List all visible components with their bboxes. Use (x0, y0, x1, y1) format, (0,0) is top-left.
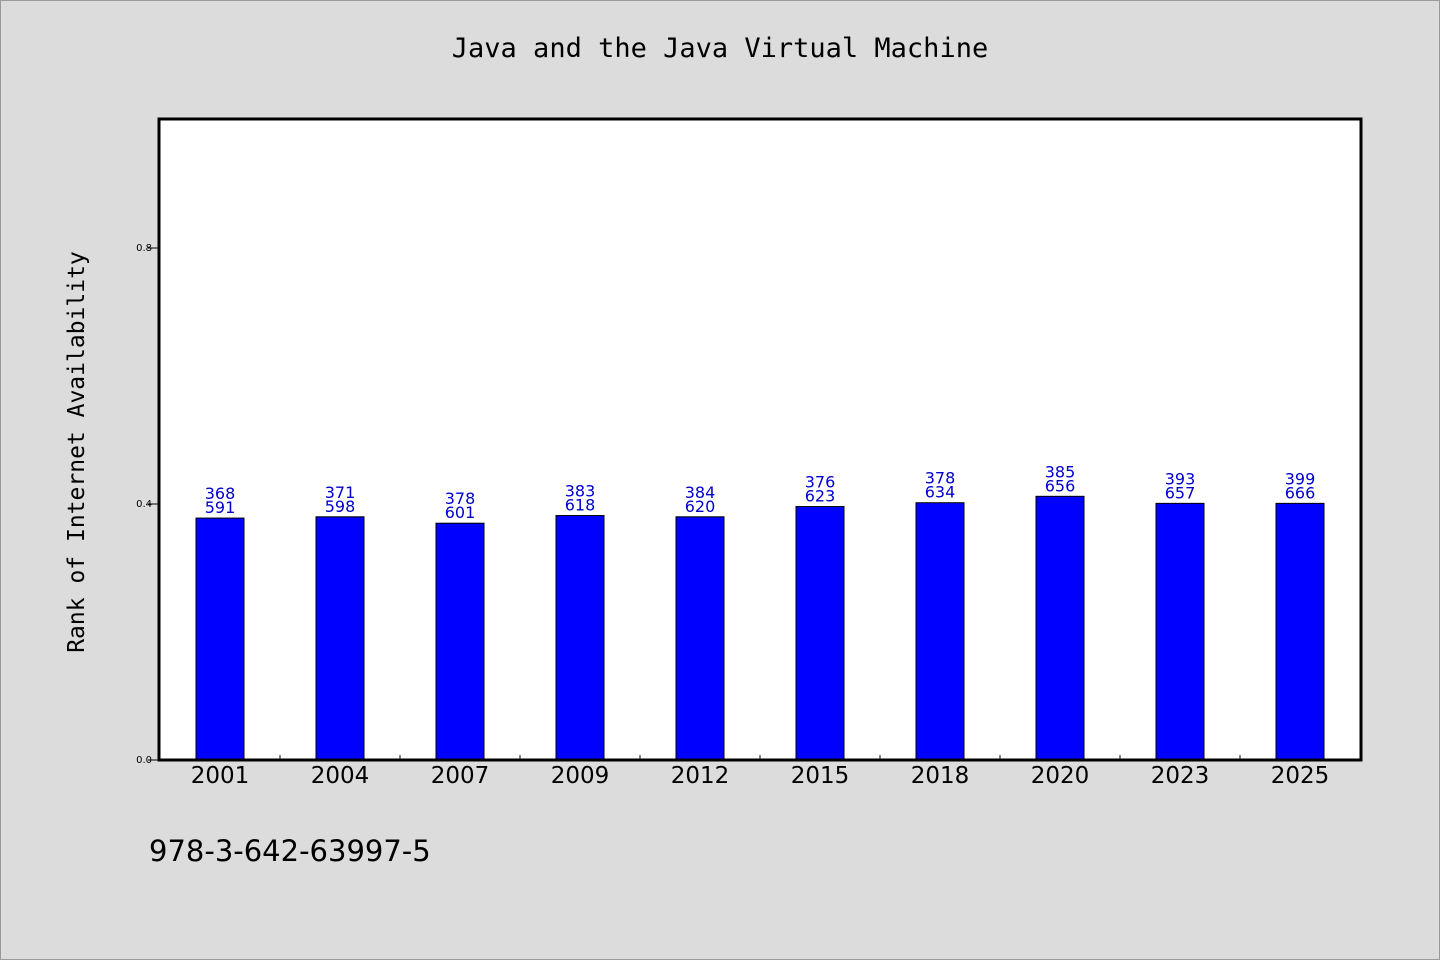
bar-data-label-lower: 620 (685, 497, 716, 516)
bar-data-label-lower: 601 (445, 503, 476, 522)
y-axis-ticks: 0.0 0.4 0.8 (136, 243, 160, 766)
y-tick-label: 0.8 (136, 243, 152, 254)
bar-data-label-lower: 656 (1045, 476, 1076, 495)
bar (195, 517, 245, 761)
plot-border (157, 117, 1363, 762)
bar-data-label-lower: 618 (565, 496, 596, 515)
y-tick-label: 0.4 (136, 499, 152, 510)
x-tick-label: 2004 (311, 763, 370, 789)
x-tick-label: 2001 (191, 763, 250, 789)
chart-title: Java and the Java Virtual Machine (451, 33, 989, 64)
bar-data-label-upper: 378 (925, 469, 956, 488)
bar (915, 502, 965, 761)
x-tick-label: 2023 (1151, 763, 1210, 789)
bar (555, 515, 605, 761)
bar-data-label-upper: 378 (445, 489, 476, 508)
x-tick-label: 2025 (1271, 763, 1330, 789)
x-axis-ticks: 2001 2004 2007 2009 2012 2015 2018 2020 2023 2025 (191, 755, 1330, 789)
bar-data-label-upper: 383 (565, 482, 596, 501)
bar (315, 516, 365, 761)
bar-data-label-upper: 385 (1045, 462, 1076, 481)
bar (1035, 495, 1085, 761)
bar (795, 506, 845, 761)
bar-data-label-lower: 623 (805, 487, 836, 506)
bar-data-label-upper: 393 (1165, 469, 1196, 488)
bar-data-label-upper: 384 (685, 483, 716, 502)
bar-data-label-lower: 598 (325, 497, 356, 516)
bar (1275, 502, 1325, 761)
bar-data-label-lower: 634 (925, 483, 956, 502)
x-tick-label: 2012 (671, 763, 730, 789)
bar-data-label-upper: 371 (325, 483, 356, 502)
bar-data-label-lower: 591 (205, 498, 236, 517)
x-tick-label: 2020 (1031, 763, 1090, 789)
bar-data-label-upper: 376 (805, 473, 836, 492)
bar (675, 516, 725, 761)
x-tick-label: 2009 (551, 763, 610, 789)
bar-data-label-lower: 657 (1165, 483, 1196, 502)
isbn-text: 978-3-642-63997-5 (149, 834, 431, 868)
bar-data-label-upper: 399 (1285, 469, 1316, 488)
x-tick-label: 2007 (431, 763, 490, 789)
bar-data-label-upper: 368 (205, 484, 236, 503)
bar-data-label-lower: 666 (1285, 483, 1316, 502)
bar (435, 522, 485, 761)
bar (1155, 502, 1205, 761)
x-tick-label: 2015 (791, 763, 850, 789)
x-tick-label: 2018 (911, 763, 970, 789)
y-tick-label: 0.0 (136, 755, 152, 766)
bars (195, 495, 1325, 761)
